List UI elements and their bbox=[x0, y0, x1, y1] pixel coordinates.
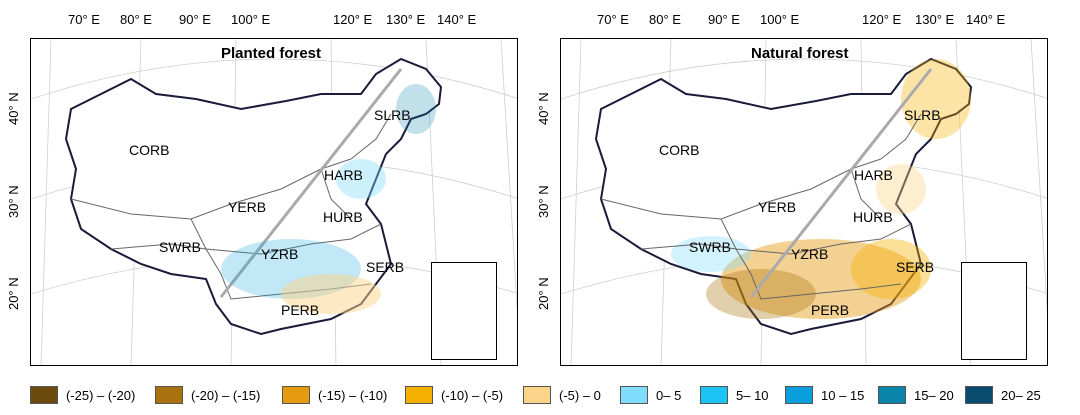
legend-item: (-15) – (-10) bbox=[282, 384, 387, 406]
legend-label: (-25) – (-20) bbox=[66, 387, 136, 403]
region-label-yzrb: YZRB bbox=[261, 246, 299, 262]
lon-label-140: 140° E bbox=[966, 12, 1006, 27]
lat-label-40: 40° N bbox=[536, 92, 551, 125]
hu-line bbox=[219, 68, 403, 298]
legend-label: 10 – 15 bbox=[821, 387, 865, 403]
region-label-yerb: YERB bbox=[758, 199, 797, 215]
lat-label-30: 30° N bbox=[6, 185, 21, 218]
lon-label-100: 100° E bbox=[760, 12, 800, 27]
region-label-yzrb: YZRB bbox=[791, 246, 829, 262]
legend-item: 0– 5 bbox=[620, 384, 681, 406]
color-legend: (-25) – (-20) (-20) – (-15) (-15) – (-10… bbox=[0, 384, 1080, 410]
panel-title: Natural forest bbox=[751, 45, 849, 62]
legend-swatch bbox=[878, 386, 906, 404]
lat-label-30: 30° N bbox=[536, 185, 551, 218]
region-label-hurb: HURB bbox=[323, 209, 363, 225]
region-label-hurb: HURB bbox=[853, 209, 893, 225]
china-outline bbox=[64, 57, 443, 336]
legend-item: 15– 20 bbox=[878, 384, 954, 406]
legend-item: 20– 25 bbox=[965, 384, 1041, 406]
region-label-slrb: SLRB bbox=[904, 107, 941, 123]
lon-label-70: 70° E bbox=[597, 12, 629, 27]
region-label-swrb: SWRB bbox=[159, 239, 201, 255]
legend-label: 20– 25 bbox=[1001, 387, 1041, 403]
lon-label-120: 120° E bbox=[333, 12, 373, 27]
legend-item: (-5) – 0 bbox=[523, 384, 601, 406]
china-outline bbox=[594, 57, 973, 336]
legend-label: (-10) – (-5) bbox=[441, 387, 504, 403]
legend-label: (-15) – (-10) bbox=[318, 387, 388, 403]
lon-label-90: 90° E bbox=[179, 12, 211, 27]
panel-title: Planted forest bbox=[221, 45, 322, 62]
lon-label-120: 120° E bbox=[862, 12, 902, 27]
legend-label: 15– 20 bbox=[914, 387, 954, 403]
legend-swatch bbox=[785, 386, 813, 404]
legend-item: 5– 10 bbox=[700, 384, 769, 406]
legend-item: (-20) – (-15) bbox=[155, 384, 260, 406]
south-china-sea-inset bbox=[431, 262, 497, 360]
region-label-perb: PERB bbox=[281, 302, 320, 318]
south-china-sea-inset bbox=[961, 262, 1027, 360]
legend-label: (-5) – 0 bbox=[559, 387, 601, 403]
region-label-slrb: SLRB bbox=[374, 107, 411, 123]
region-label-yerb: YERB bbox=[228, 199, 267, 215]
lon-label-100: 100° E bbox=[231, 12, 271, 27]
lon-label-80: 80° E bbox=[649, 12, 681, 27]
region-label-corb: CORB bbox=[659, 142, 700, 158]
region-label-perb: PERB bbox=[811, 302, 850, 318]
legend-swatch bbox=[965, 386, 993, 404]
region-label-serb: SERB bbox=[366, 259, 405, 275]
map-svg-natural bbox=[561, 39, 1047, 365]
legend-swatch bbox=[405, 386, 433, 404]
forest-change-pixels bbox=[221, 84, 436, 314]
lat-label-20: 20° N bbox=[536, 277, 551, 310]
region-label-swrb: SWRB bbox=[689, 239, 731, 255]
map-svg-planted bbox=[31, 39, 517, 365]
lon-label-80: 80° E bbox=[120, 12, 152, 27]
legend-swatch bbox=[282, 386, 310, 404]
legend-swatch bbox=[30, 386, 58, 404]
map-panel-natural: Natural forest SLRB CORB HARB YERB HURB … bbox=[560, 38, 1048, 366]
legend-label: 0– 5 bbox=[656, 387, 682, 403]
lon-label-90: 90° E bbox=[708, 12, 740, 27]
legend-swatch bbox=[523, 386, 551, 404]
lat-label-40: 40° N bbox=[6, 92, 21, 125]
legend-swatch bbox=[155, 386, 183, 404]
region-label-serb: SERB bbox=[896, 259, 935, 275]
legend-label: 5– 10 bbox=[736, 387, 769, 403]
lon-label-130: 130° E bbox=[915, 12, 955, 27]
lon-label-140: 140° E bbox=[437, 12, 477, 27]
region-label-harb: HARB bbox=[854, 167, 893, 183]
legend-item: (-25) – (-20) bbox=[30, 384, 135, 406]
legend-item: (-10) – (-5) bbox=[405, 384, 503, 406]
legend-swatch bbox=[620, 386, 648, 404]
lon-label-130: 130° E bbox=[386, 12, 426, 27]
region-label-corb: CORB bbox=[129, 142, 170, 158]
legend-item: 10 – 15 bbox=[785, 384, 864, 406]
hu-line bbox=[749, 68, 933, 298]
map-panel-planted: Planted forest SLRB CORB HARB YERB HURB … bbox=[30, 38, 518, 366]
legend-label: (-20) – (-15) bbox=[191, 387, 261, 403]
region-label-harb: HARB bbox=[324, 167, 363, 183]
lon-label-70: 70° E bbox=[68, 12, 100, 27]
lat-label-20: 20° N bbox=[6, 277, 21, 310]
legend-swatch bbox=[700, 386, 728, 404]
